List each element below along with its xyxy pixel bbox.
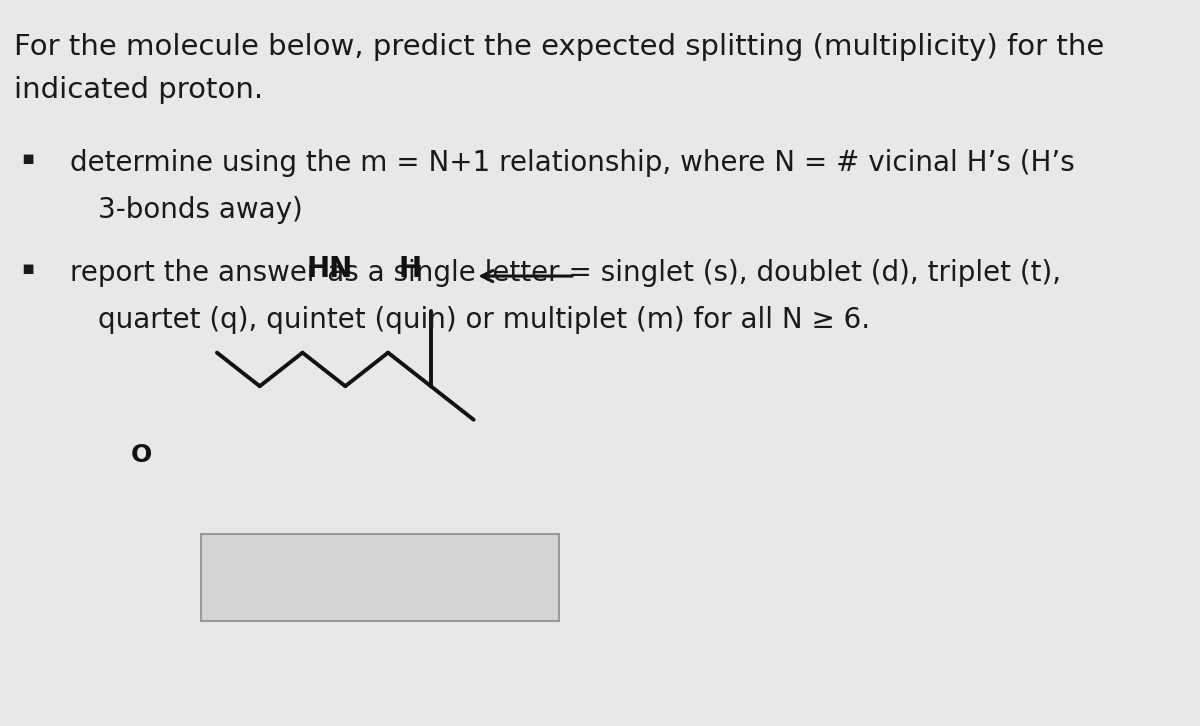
Text: For the molecule below, predict the expected splitting (multiplicity) for the: For the molecule below, predict the expe… bbox=[14, 33, 1105, 61]
Text: ▪: ▪ bbox=[22, 259, 35, 278]
Text: report the answer as a single letter = singlet (s), doublet (d), triplet (t),: report the answer as a single letter = s… bbox=[70, 259, 1061, 287]
FancyBboxPatch shape bbox=[202, 534, 559, 621]
Text: HN: HN bbox=[306, 255, 353, 283]
Text: H: H bbox=[398, 255, 421, 283]
Text: O: O bbox=[131, 443, 152, 467]
Text: determine using the m = N+1 relationship, where N = # vicinal H’s (H’s: determine using the m = N+1 relationship… bbox=[70, 149, 1074, 177]
Text: 3-bonds away): 3-bonds away) bbox=[98, 196, 304, 224]
Text: quartet (q), quintet (quin) or multiplet (m) for all N ≥ 6.: quartet (q), quintet (quin) or multiplet… bbox=[98, 306, 870, 335]
Text: ▪: ▪ bbox=[22, 149, 35, 168]
Text: indicated proton.: indicated proton. bbox=[14, 76, 264, 105]
